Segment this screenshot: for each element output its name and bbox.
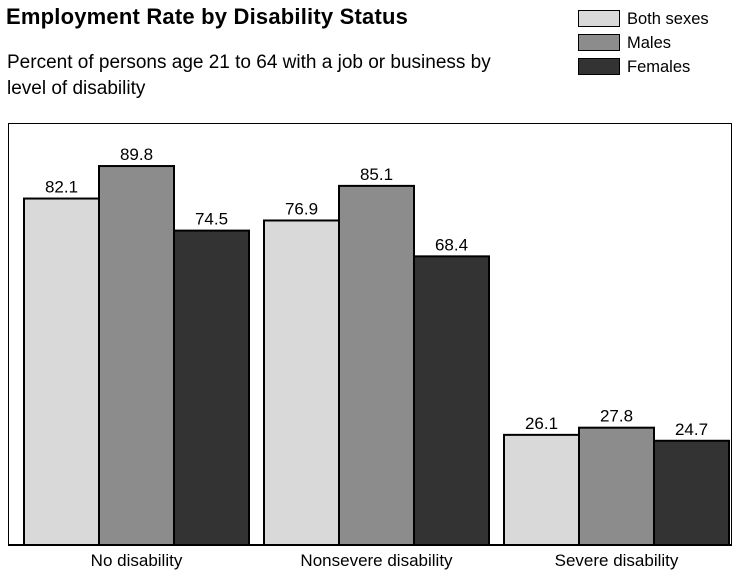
legend-label-males: Males <box>627 34 672 52</box>
x-tick-label-nonsevere-disability: Nonsevere disability <box>300 551 453 570</box>
chart-subtitle: Percent of persons age 21 to 64 with a j… <box>7 52 491 99</box>
bar-nonsevere-disability-females <box>413 255 490 546</box>
legend-swatch-females <box>578 58 620 75</box>
bar-severe-disability-both-sexes <box>503 433 580 546</box>
bar-severe-disability-females <box>653 439 730 546</box>
plot-frame <box>8 123 732 545</box>
bar-nonsevere-disability-males <box>338 184 415 547</box>
bar-no-disability-males <box>98 165 175 546</box>
legend-swatch-males <box>578 34 620 51</box>
bar-no-disability-both-sexes <box>23 197 100 546</box>
legend-item-males: Males <box>578 33 733 57</box>
data-label-severe-disability-females: 24.7 <box>675 420 708 439</box>
legend-label-females: Females <box>627 58 691 76</box>
data-label-nonsevere-disability-males: 85.1 <box>360 165 393 184</box>
data-label-no-disability-females: 74.5 <box>195 210 228 229</box>
bar-nonsevere-disability-both-sexes <box>263 219 340 546</box>
data-label-nonsevere-disability-females: 68.4 <box>435 235 468 254</box>
bar-severe-disability-males <box>578 426 655 546</box>
x-tick-label-severe-disability: Severe disability <box>555 551 679 570</box>
data-label-nonsevere-disability-both-sexes: 76.9 <box>285 199 318 218</box>
data-label-severe-disability-males: 27.8 <box>600 407 633 426</box>
data-label-no-disability-males: 89.8 <box>120 145 153 164</box>
chart-title: Employment Rate by Disability Status <box>6 4 409 29</box>
bar-no-disability-females <box>173 229 250 547</box>
legend-item-females: Females <box>578 57 733 81</box>
data-label-no-disability-both-sexes: 82.1 <box>45 178 78 197</box>
x-tick-label-no-disability: No disability <box>91 551 183 570</box>
legend-item-both-sexes: Both sexes <box>578 9 733 33</box>
data-label-severe-disability-both-sexes: 26.1 <box>525 414 558 433</box>
legend: Both sexes Males Females <box>578 9 733 81</box>
legend-label-both-sexes: Both sexes <box>627 10 709 28</box>
legend-swatch-both-sexes <box>578 10 620 27</box>
